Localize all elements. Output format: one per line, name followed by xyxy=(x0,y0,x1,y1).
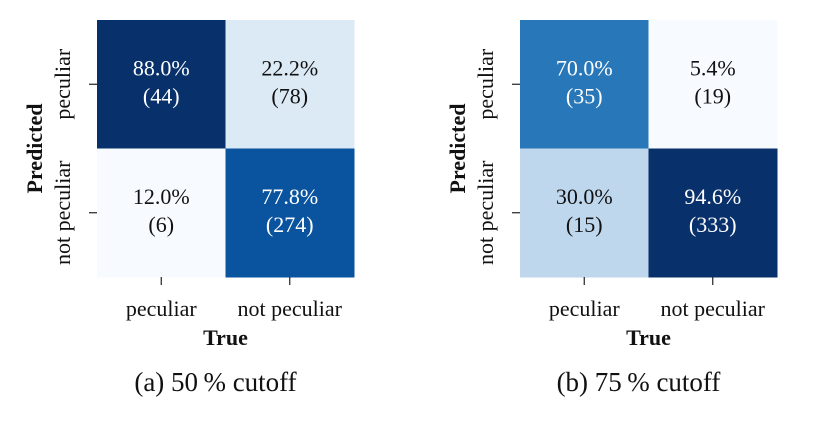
cell-percent-label: 88.0% xyxy=(133,55,190,80)
heatmap-cell xyxy=(648,148,778,278)
cell-count-label: (35) xyxy=(566,83,603,108)
x-tick-label: peculiar xyxy=(126,296,198,321)
y-tick-label: peculiar xyxy=(50,48,75,120)
cell-count-label: (19) xyxy=(694,83,731,108)
heatmap-cell xyxy=(648,20,778,149)
y-tick-label: not peculiar xyxy=(473,160,498,265)
heatmap-cell xyxy=(520,20,649,149)
cell-count-label: (15) xyxy=(566,212,603,237)
cell-percent-label: 77.8% xyxy=(261,184,318,209)
x-tick-label: peculiar xyxy=(549,296,621,321)
cell-count-label: (6) xyxy=(148,212,174,237)
x-axis-title: True xyxy=(626,325,671,350)
y-axis-title: Predicted xyxy=(22,103,47,193)
heatmap-cell xyxy=(520,148,649,278)
cell-percent-label: 70.0% xyxy=(556,55,613,80)
heatmap-cell xyxy=(97,148,226,278)
caption: (a) 50 % cutoff xyxy=(134,367,296,397)
cell-percent-label: 12.0% xyxy=(133,184,190,209)
x-tick-label: not peculiar xyxy=(661,296,766,321)
x-axis-title: True xyxy=(203,325,248,350)
cell-count-label: (44) xyxy=(143,83,180,108)
heatmap-cell xyxy=(225,148,355,278)
y-tick-label: peculiar xyxy=(473,48,498,120)
caption: (b) 75 % cutoff xyxy=(557,367,721,397)
heatmap-cell xyxy=(225,20,355,149)
cell-count-label: (78) xyxy=(271,83,308,108)
cell-percent-label: 5.4% xyxy=(690,55,736,80)
cell-count-label: (274) xyxy=(266,212,314,237)
y-axis-title: Predicted xyxy=(445,103,470,193)
cell-percent-label: 22.2% xyxy=(261,55,318,80)
cell-count-label: (333) xyxy=(689,212,737,237)
x-tick-label: not peculiar xyxy=(238,296,343,321)
y-tick-label: not peculiar xyxy=(50,160,75,265)
heatmap-cell xyxy=(97,20,226,149)
cell-percent-label: 94.6% xyxy=(684,184,741,209)
cell-percent-label: 30.0% xyxy=(556,184,613,209)
